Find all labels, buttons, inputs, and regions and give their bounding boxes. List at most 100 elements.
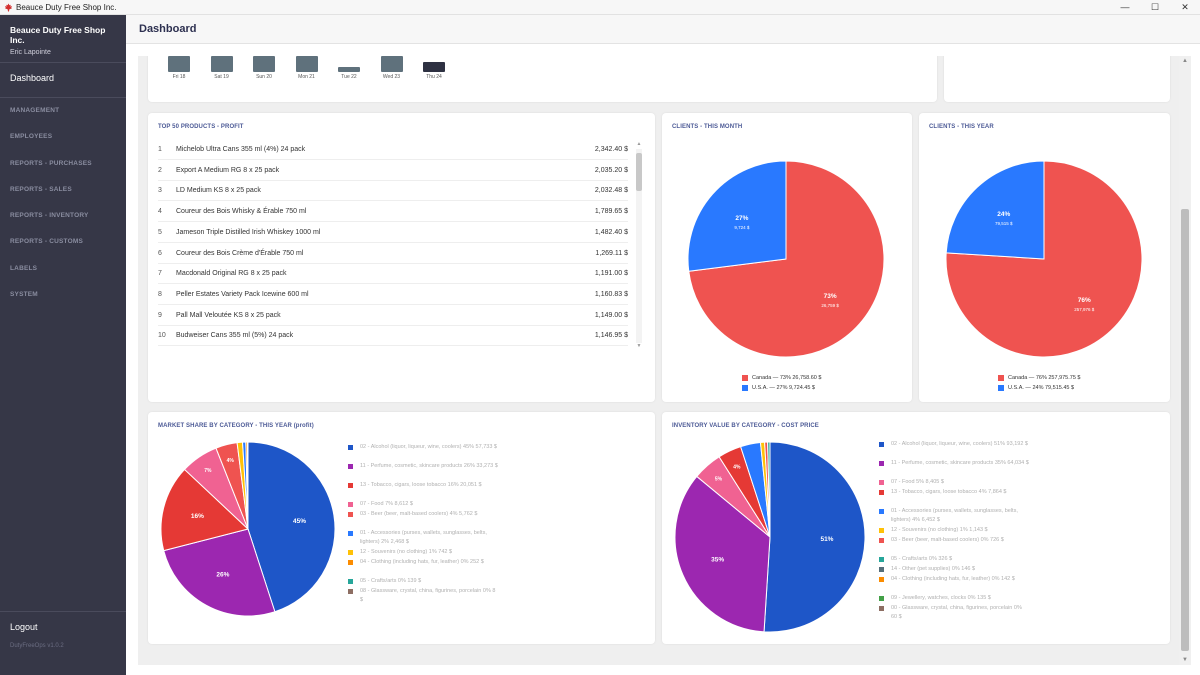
legend-item: 11 - Perfume, cosmetic, skincare product… <box>348 462 498 471</box>
legend-swatch <box>742 375 748 381</box>
legend-label: 05 - Crafts/arts 0% 326 $ <box>891 556 953 562</box>
legend-swatch <box>879 509 884 514</box>
product-rank: 9 <box>158 311 162 319</box>
product-profit: 1,191.00 $ <box>594 270 628 278</box>
sidebar-item-labels[interactable]: LABELS <box>10 264 38 272</box>
pie-amount-label: 26,759 $ <box>821 303 839 308</box>
sidebar-item-system[interactable]: SYSTEM <box>10 291 38 299</box>
legend-swatch <box>742 385 748 391</box>
table-row[interactable]: 7 Macdonald Original RG 8 x 25 pack 1,191.… <box>158 263 628 285</box>
legend-swatch <box>879 567 884 572</box>
daily-bar[interactable] <box>168 56 190 72</box>
daily-bar[interactable] <box>423 62 445 72</box>
pie-slice[interactable] <box>163 528 276 617</box>
sidebar-item-reports-purchases[interactable]: REPORTS - PURCHASES <box>10 159 92 167</box>
page-scrollbar[interactable]: ▲ ▼ <box>1179 56 1191 665</box>
scroll-up-icon[interactable]: ▲ <box>636 141 642 147</box>
market-share-pie: 45% 26% 16% 7% 4% <box>160 441 336 617</box>
logout-button[interactable]: Logout <box>10 622 38 632</box>
sidebar-item-reports-inventory[interactable]: REPORTS - INVENTORY <box>10 212 89 220</box>
daily-bar-label: Sat 19 <box>214 74 229 80</box>
pie-slice[interactable] <box>247 441 336 613</box>
pie-slice[interactable] <box>767 441 771 538</box>
legend-swatch <box>348 445 353 450</box>
top-products-title: TOP 50 PRODUCTS - PROFIT <box>158 124 244 130</box>
table-row[interactable]: 3 LD Medium KS 8 x 25 pack 2,032.48 $ <box>158 180 628 202</box>
scroll-down-icon[interactable]: ▼ <box>636 343 642 349</box>
clients-year-title: CLIENTS - THIS YEAR <box>929 124 994 130</box>
daily-bar-label: Mon 21 <box>298 74 315 80</box>
legend-label: 13 - Tobacco, cigars, loose tobacco 16% … <box>360 482 482 488</box>
table-row[interactable]: 10 Budweiser Cans 355 ml (5%) 24 pack 1,14… <box>158 325 628 347</box>
legend-swatch <box>879 490 884 495</box>
pie-percent-label: 4% <box>733 465 741 471</box>
legend-item: 05 - Crafts/arts 0% 139 $ <box>348 577 498 586</box>
legend-label: 01 - Accessories (purses, wallets, sungl… <box>360 530 487 545</box>
legend-swatch <box>879 538 884 543</box>
maximize-button[interactable]: ☐ <box>1150 1 1160 12</box>
scroll-up-icon[interactable]: ▲ <box>1182 58 1188 64</box>
legend-label: 12 - Souvenirs (no clothing) 1% 742 $ <box>360 549 453 555</box>
legend-swatch <box>348 531 353 536</box>
legend-swatch <box>348 464 353 469</box>
legend-swatch <box>879 577 884 582</box>
pie-percent-label: 51% <box>820 536 833 543</box>
sidebar-item-management[interactable]: MANAGEMENT <box>10 107 60 114</box>
product-rank: 6 <box>158 249 162 257</box>
daily-bar[interactable] <box>210 56 233 72</box>
legend-item: 07 - Food 5% 8,405 $ <box>879 478 1029 487</box>
legend-item: 04 - Clothing (including hats, fur, leat… <box>879 575 1029 584</box>
table-row[interactable]: 8 Peller Estates Variety Pack Icewine 600… <box>158 284 628 305</box>
page-header: Dashboard <box>126 15 1200 44</box>
sidebar-item-employees[interactable]: EMPLOYEES <box>10 133 53 141</box>
pie-percent-label: 26% <box>216 572 229 579</box>
products-scroll-track[interactable] <box>636 149 642 343</box>
pie-slice[interactable] <box>246 441 249 530</box>
pie-slice[interactable] <box>763 441 866 633</box>
product-rank: 4 <box>158 208 162 216</box>
table-row[interactable]: 4 Coureur des Bois Whisky & Érable 750 ml… <box>158 201 628 223</box>
daily-bar[interactable] <box>253 56 275 72</box>
legend-label: 03 - Beer (beer, malt-based coolers) 4% … <box>360 511 478 517</box>
table-row[interactable]: 2 Export A Medium RG 8 x 25 pack 2,035.20 … <box>158 160 628 181</box>
legend-label: U.S.A. — 27% 9,724.45 $ <box>752 385 815 391</box>
scroll-down-icon[interactable]: ▼ <box>1182 657 1188 663</box>
daily-bar-label: Wed 23 <box>382 74 401 80</box>
pie-slice[interactable] <box>160 468 250 552</box>
clients-month-title: CLIENTS - THIS MONTH <box>672 124 743 130</box>
legend-swatch <box>879 528 884 533</box>
sidebar-item-reports-sales[interactable]: REPORTS - SALES <box>10 185 72 193</box>
minimize-button[interactable]: — <box>1120 2 1130 12</box>
legend-swatch <box>348 579 353 584</box>
daily-bar-label: Sun 20 <box>256 74 272 80</box>
legend-swatch <box>879 557 884 562</box>
pie-slice[interactable] <box>945 160 1045 260</box>
product-profit: 1,269.11 $ <box>595 249 628 257</box>
daily-bar[interactable] <box>295 56 318 72</box>
legend-label: Canada — 73% 26,758.60 $ <box>752 375 822 381</box>
close-button[interactable]: ✕ <box>1181 1 1189 12</box>
product-name: Budweiser Cans 355 ml (5%) 24 pack <box>176 332 294 340</box>
page-title: Dashboard <box>139 23 197 35</box>
legend-label: 04 - Clothing (including hats, fur, leat… <box>360 559 484 565</box>
legend-swatch <box>879 606 884 611</box>
table-row[interactable]: 9 Pall Mall Veloutée KS 8 x 25 pack 1,149.… <box>158 305 628 326</box>
clients-year-pie: 76% 257,976 $ 24% 79,515 $ <box>945 160 1143 358</box>
legend-item: 03 - Beer (beer, malt-based coolers) 4% … <box>348 510 498 519</box>
products-scrollbar[interactable]: ▲ ▼ <box>634 141 644 351</box>
product-profit: 1,789.65 $ <box>594 208 628 216</box>
pie-slice[interactable] <box>687 160 787 272</box>
daily-bar[interactable] <box>380 56 403 72</box>
page-scroll-thumb[interactable] <box>1181 209 1189 651</box>
table-row[interactable]: 6 Coureur des Bois Crème d'Érable 750 ml 1… <box>158 243 628 264</box>
sidebar-item-reports-customs[interactable]: REPORTS - CUSTOMS <box>10 238 83 246</box>
sidebar-item-dashboard[interactable]: Dashboard <box>10 73 55 83</box>
product-name: Coureur des Bois Crème d'Érable 750 ml <box>176 249 304 257</box>
products-scroll-thumb[interactable] <box>636 153 642 191</box>
legend-swatch <box>879 461 884 466</box>
legend-item: 11 - Perfume, cosmetic, skincare product… <box>879 459 1029 468</box>
daily-bar[interactable] <box>338 67 360 72</box>
table-row[interactable]: 1 Michelob Ultra Cans 355 ml (4%) 24 pack… <box>158 139 628 160</box>
table-row[interactable]: 5 Jameson Triple Distilled Irish Whiskey … <box>158 222 628 243</box>
pie-slice[interactable] <box>674 475 771 633</box>
